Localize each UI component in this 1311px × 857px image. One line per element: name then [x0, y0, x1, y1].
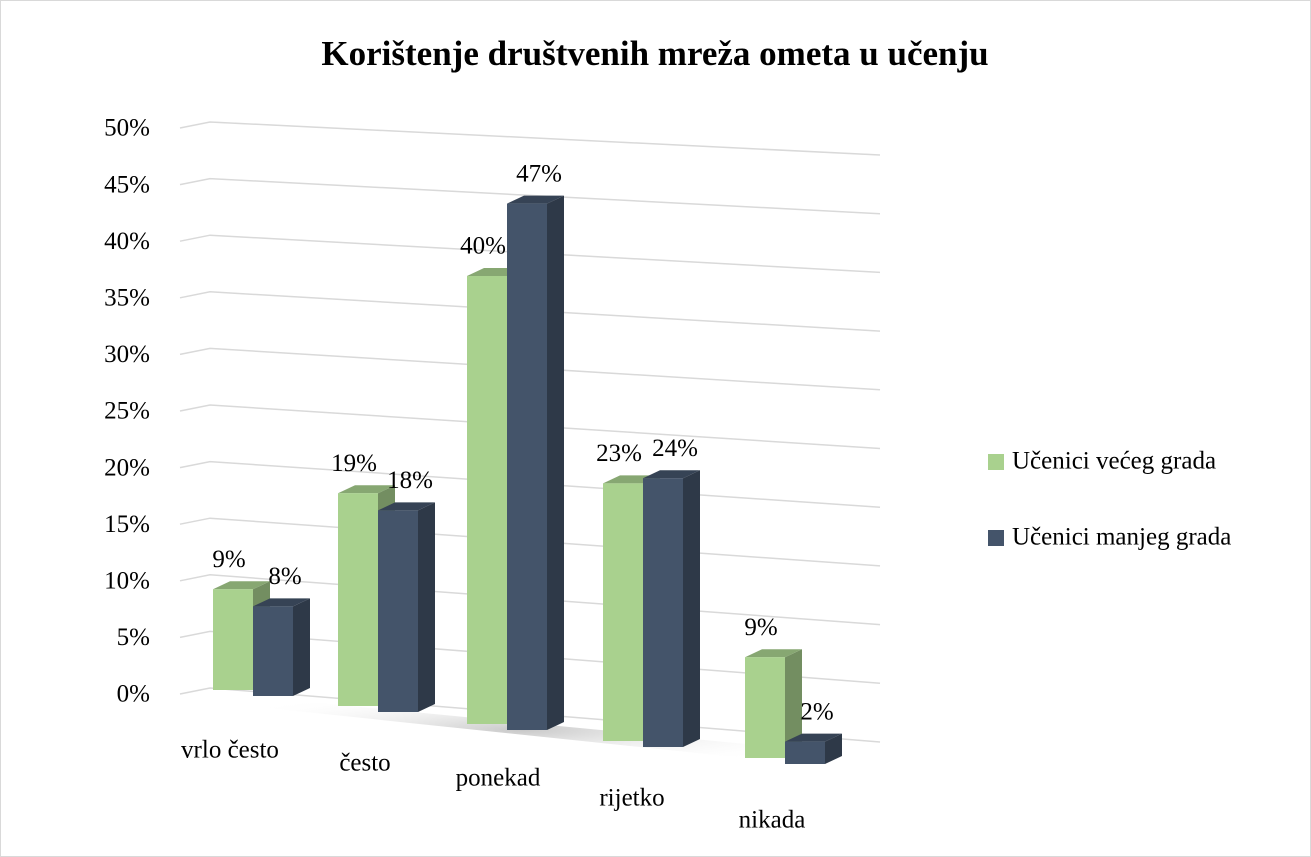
- y-tick-label: 20%: [104, 454, 150, 481]
- bar: [745, 657, 785, 758]
- bar: [253, 606, 293, 696]
- bar-side: [683, 470, 700, 747]
- y-tick-label: 0%: [117, 681, 150, 708]
- value-label: 2%: [800, 698, 833, 725]
- bar-side: [785, 649, 802, 758]
- value-label: 23%: [596, 440, 642, 467]
- y-tick-label: 5%: [117, 624, 150, 651]
- x-tick-label: često: [339, 750, 390, 777]
- x-tick-label: vrlo često: [181, 737, 279, 764]
- bar: [338, 493, 378, 706]
- legend-label: Učenici manjeg grada: [1012, 524, 1231, 551]
- bar: [378, 510, 418, 712]
- legend-swatch: [988, 454, 1004, 470]
- bar-side: [293, 598, 310, 696]
- value-label: 47%: [516, 160, 562, 187]
- value-label: 9%: [212, 546, 245, 573]
- bar-side: [825, 733, 842, 764]
- x-tick-label: ponekad: [456, 765, 541, 792]
- y-tick-label: 35%: [104, 285, 150, 312]
- bar-top: [745, 649, 802, 658]
- grid-line: [179, 347, 881, 391]
- chart-title: Korištenje društvenih mreža ometa u učen…: [321, 34, 988, 73]
- value-label: 40%: [460, 233, 506, 260]
- bar-top: [253, 598, 310, 607]
- y-tick-label: 15%: [104, 511, 150, 538]
- y-tick-label: 45%: [104, 171, 150, 198]
- y-tick-label: 10%: [104, 568, 150, 595]
- bar-top: [338, 485, 395, 494]
- y-tick-label: 30%: [104, 341, 150, 368]
- bar: [785, 741, 825, 764]
- grid-line: [179, 177, 881, 215]
- bar-top: [378, 502, 435, 511]
- legend-label: Učenici većeg grada: [1012, 448, 1216, 475]
- bar: [467, 276, 507, 724]
- bar-side: [547, 195, 564, 731]
- bar: [213, 589, 253, 690]
- value-label: 24%: [652, 435, 698, 462]
- grid-line: [179, 121, 881, 156]
- bar: [603, 483, 643, 741]
- bar: [507, 203, 547, 731]
- x-tick-label: nikada: [739, 807, 806, 834]
- bar-top: [213, 581, 270, 590]
- bar-top: [643, 470, 700, 479]
- y-tick-label: 40%: [104, 228, 150, 255]
- value-label: 18%: [387, 467, 433, 494]
- value-label: 19%: [331, 450, 377, 477]
- bar-top: [785, 733, 842, 742]
- bar-side: [418, 502, 435, 712]
- x-tick-label: rijetko: [599, 785, 664, 812]
- y-tick-label: 50%: [104, 115, 150, 142]
- grid-line: [179, 404, 881, 450]
- y-tick-label: 25%: [104, 398, 150, 425]
- value-label: 9%: [744, 614, 777, 641]
- grid-line: [179, 291, 881, 332]
- grid-line: [179, 234, 881, 274]
- bar-top: [507, 195, 564, 204]
- bar: [643, 478, 683, 747]
- legend-swatch: [988, 530, 1004, 546]
- value-label: 8%: [268, 563, 301, 590]
